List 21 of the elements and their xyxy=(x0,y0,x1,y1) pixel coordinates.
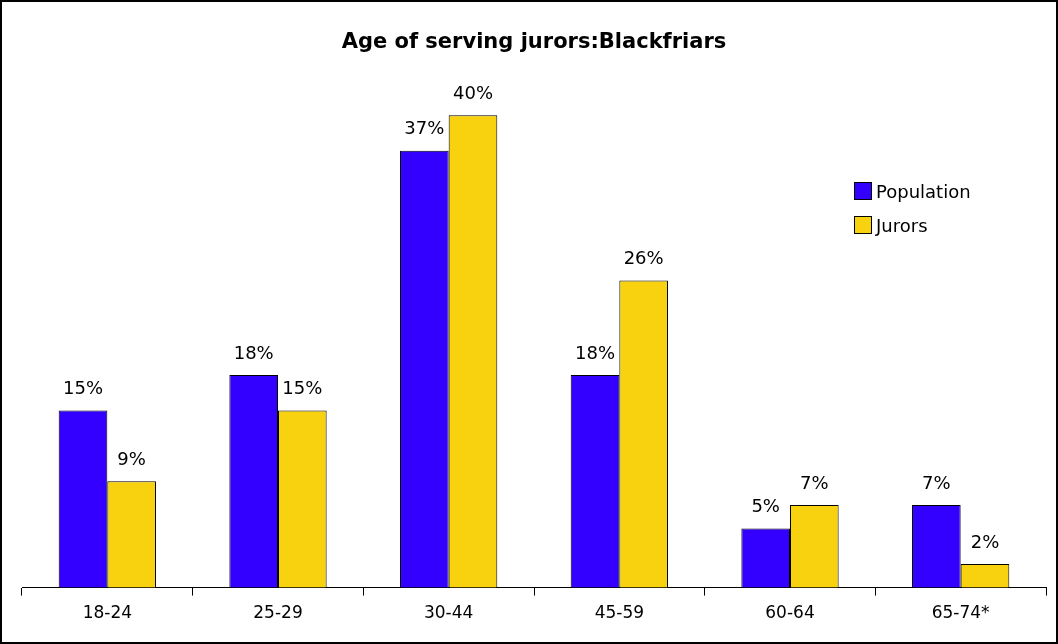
data-label: 15% xyxy=(282,377,323,399)
legend-label: Jurors xyxy=(876,214,928,236)
data-label: 15% xyxy=(63,377,104,399)
data-label: 40% xyxy=(452,81,493,103)
x-tick-label: 65-74* xyxy=(931,602,990,623)
x-tick-label: 25-29 xyxy=(253,602,303,623)
data-label: 37% xyxy=(404,117,445,139)
data-label: 18% xyxy=(233,341,274,363)
data-label: 7% xyxy=(922,471,951,493)
x-tick-label: 30-44 xyxy=(423,602,474,623)
data-label: 18% xyxy=(575,341,616,363)
x-tick-label: 60-64 xyxy=(765,602,815,623)
data-label: 2% xyxy=(970,530,1000,552)
chart-title: Age of serving jurors:Blackfriars xyxy=(341,29,727,54)
data-label: 9% xyxy=(117,447,146,469)
x-tick-label: 18-24 xyxy=(82,602,133,623)
data-label: 5% xyxy=(751,495,780,517)
x-tick-label: 45-59 xyxy=(594,602,645,623)
data-label: 7% xyxy=(800,471,829,493)
legend-label: Population xyxy=(876,180,971,202)
data-label: 26% xyxy=(623,247,664,269)
